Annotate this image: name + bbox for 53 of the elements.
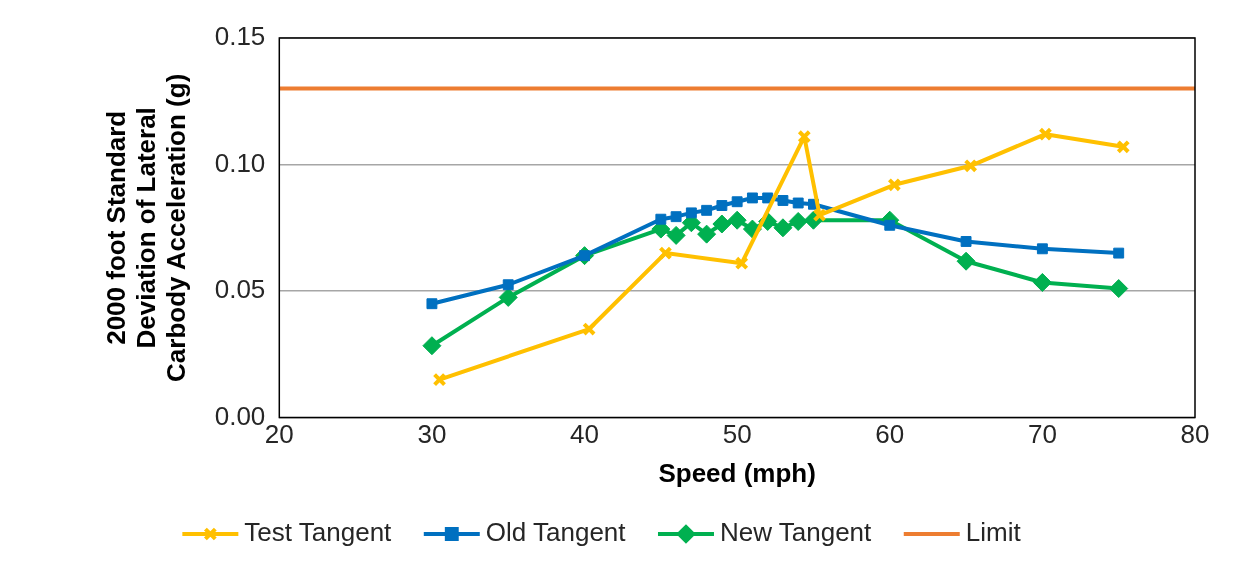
point <box>734 256 749 271</box>
point <box>422 336 442 356</box>
point <box>502 279 514 291</box>
point <box>777 195 789 206</box>
x-tick-label: 30 <box>417 419 447 450</box>
point <box>960 236 972 247</box>
x-tick-label: 40 <box>570 419 599 450</box>
x-tick-label: 60 <box>875 419 905 450</box>
point <box>670 211 682 223</box>
point <box>797 129 812 144</box>
point <box>1113 247 1125 259</box>
y-axis-title: 2000 foot Standard Deviation of Lateral Carbody Acceleration (g) <box>101 73 191 382</box>
point <box>1038 127 1053 142</box>
y-tick-label: 0.15 <box>214 21 266 52</box>
x-tick-label: 80 <box>1180 419 1210 450</box>
point <box>1036 243 1048 255</box>
y-tick-label: 0.05 <box>214 274 266 305</box>
y-tick-label: 0.10 <box>214 147 266 178</box>
legend-label: Test Tangent <box>244 517 393 548</box>
point <box>731 196 743 208</box>
legend-label: Limit <box>965 517 1022 548</box>
legend-label: Old Tangent <box>485 517 627 548</box>
point <box>697 224 717 244</box>
point <box>887 177 902 192</box>
point <box>685 207 697 219</box>
point <box>1032 272 1052 292</box>
x-axis-title: Speed (mph) <box>658 457 816 488</box>
point <box>884 219 896 231</box>
point <box>701 204 713 216</box>
point <box>1109 279 1129 299</box>
x-tick-label: 50 <box>722 419 752 450</box>
point <box>746 192 758 204</box>
point <box>727 210 747 230</box>
x-tick-label: 70 <box>1027 419 1057 450</box>
point <box>963 158 978 173</box>
point <box>582 322 597 336</box>
point <box>432 372 447 387</box>
y-tick-label: 0.00 <box>214 400 266 431</box>
point <box>956 251 976 271</box>
point <box>773 218 793 238</box>
point <box>792 197 804 209</box>
x-tick-label: 20 <box>264 419 294 450</box>
point <box>788 211 808 231</box>
legend-label: New Tangent <box>719 517 873 548</box>
point <box>1116 139 1131 154</box>
point <box>716 200 728 211</box>
point <box>498 287 518 307</box>
point <box>666 225 686 245</box>
point <box>426 298 438 310</box>
point <box>712 214 732 234</box>
point <box>658 246 673 261</box>
point <box>812 208 827 223</box>
point <box>655 213 667 225</box>
